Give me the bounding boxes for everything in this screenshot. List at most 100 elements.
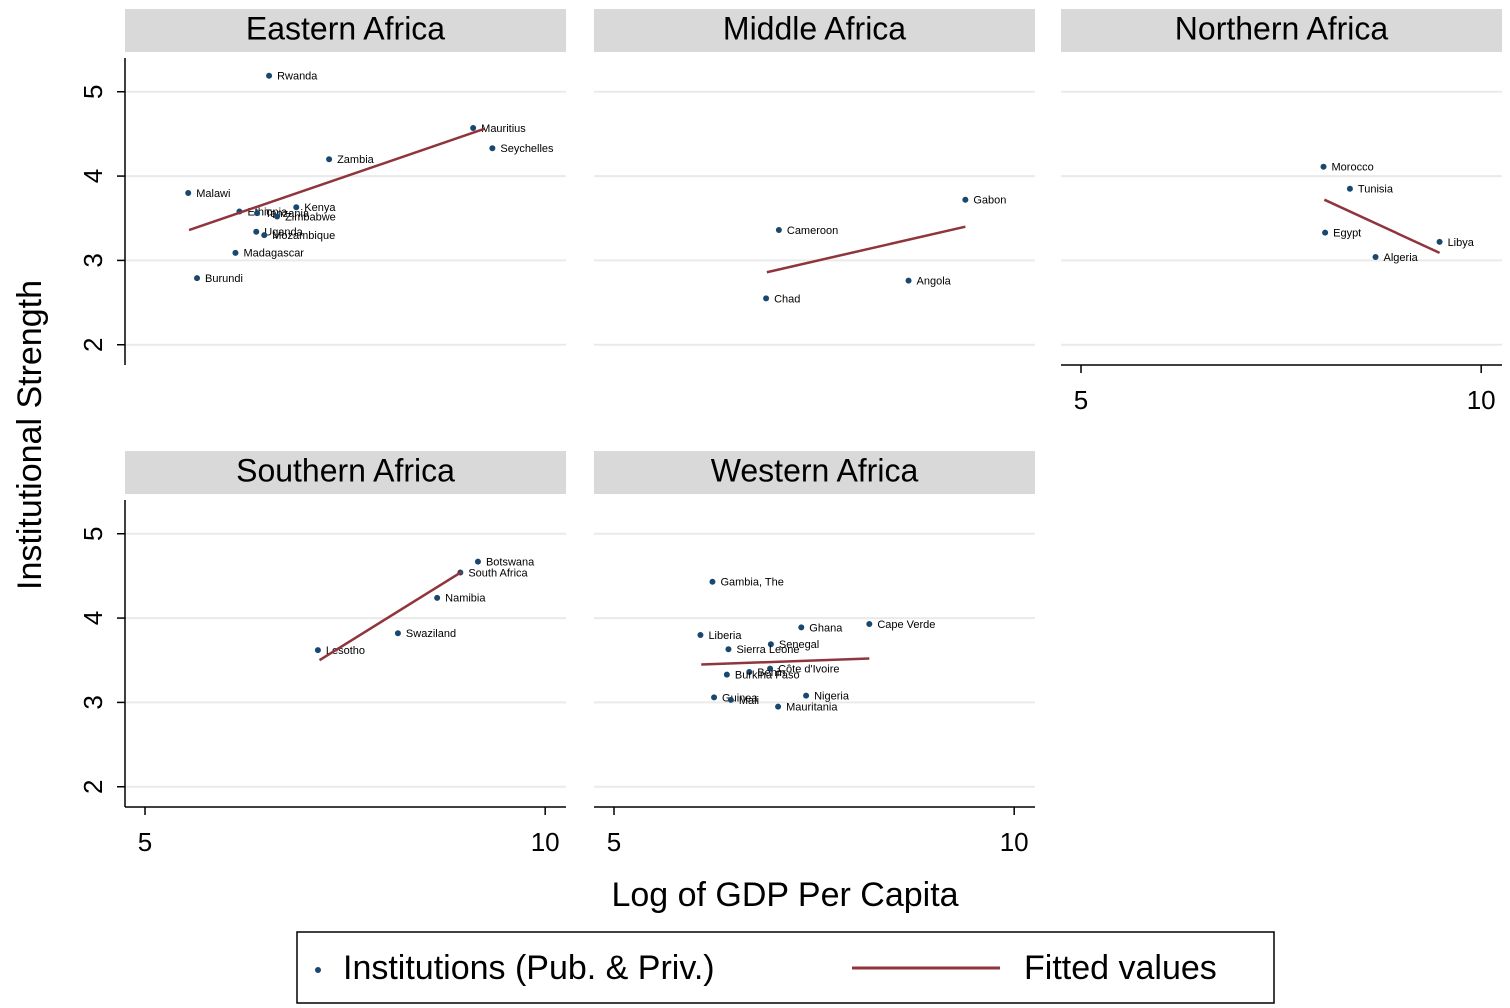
legend-label: Fitted values	[1024, 949, 1217, 987]
point	[866, 620, 873, 627]
point	[746, 669, 753, 676]
point-label: Benin	[757, 667, 785, 679]
y-axis-title: Institutional Strength	[11, 280, 49, 590]
point-label: Côte d'Ivoire	[778, 664, 839, 676]
point-label: Nigeria	[814, 691, 850, 703]
point	[274, 213, 281, 220]
point	[711, 694, 718, 701]
x-tick-label: 5	[607, 827, 621, 857]
point-label: Cape Verde	[877, 619, 935, 631]
point	[767, 641, 774, 648]
y-tick-label: 2	[78, 780, 108, 794]
point-label: Swaziland	[406, 628, 456, 640]
fit-line	[1323, 198, 1441, 254]
point	[254, 210, 261, 217]
point-label: Botswana	[486, 556, 535, 568]
facet-title: Western Africa	[711, 452, 919, 488]
point	[1320, 163, 1327, 170]
point	[767, 665, 774, 672]
point	[725, 646, 732, 653]
point-label: Burundi	[205, 273, 243, 285]
point-label: Liberia	[708, 630, 742, 642]
y-tick-label: 3	[78, 253, 108, 267]
y-tick-label: 5	[78, 527, 108, 541]
point	[232, 249, 239, 256]
point	[266, 72, 273, 79]
point-label: Libya	[1448, 237, 1475, 249]
point-label: Mauritius	[481, 123, 526, 135]
point-label: Mozambique	[272, 230, 335, 242]
point	[470, 125, 477, 132]
point	[326, 156, 333, 163]
fit-line	[318, 570, 463, 662]
point-label: South Africa	[468, 567, 528, 579]
facet-strip	[594, 451, 1035, 494]
point	[474, 558, 481, 565]
point	[185, 189, 192, 196]
point-label: Angola	[917, 276, 952, 288]
facet-strip	[125, 451, 566, 494]
point	[489, 145, 496, 152]
point-label: Gabon	[973, 195, 1006, 207]
point-label: Sierra Leone	[736, 644, 799, 656]
x-axis-title: Log of GDP Per Capita	[611, 876, 958, 914]
point-label: Rwanda	[277, 71, 318, 83]
point-label: Lesotho	[326, 645, 365, 657]
fit-line	[766, 225, 966, 274]
point	[194, 275, 201, 282]
point-label: Tunisia	[1358, 184, 1394, 196]
point	[905, 277, 912, 284]
point-label: Seychelles	[500, 143, 554, 155]
facet-strip	[125, 9, 566, 52]
point-label: Madagascar	[243, 248, 304, 260]
fit-line	[701, 657, 870, 666]
point-label: Egypt	[1333, 227, 1361, 239]
x-tick-label: 5	[138, 827, 152, 857]
point	[962, 196, 969, 203]
point	[261, 232, 268, 239]
point-label: Senegal	[779, 639, 819, 651]
legend-marker	[315, 967, 321, 973]
facet-title: Middle Africa	[723, 10, 906, 46]
point-label: Mali	[739, 695, 759, 707]
point-label: Algeria	[1384, 252, 1419, 264]
point	[727, 696, 734, 703]
point	[775, 227, 782, 234]
point-label: Uganda	[264, 227, 303, 239]
facet-strip	[1061, 9, 1502, 52]
point	[775, 703, 782, 710]
y-tick-label: 5	[78, 85, 108, 99]
point	[293, 204, 300, 211]
point	[314, 647, 321, 654]
x-tick-label: 10	[1000, 827, 1029, 857]
point	[697, 631, 704, 638]
fit-line	[188, 127, 485, 232]
y-tick-label: 2	[78, 338, 108, 352]
point	[434, 594, 441, 601]
point-label: Mauritania	[786, 702, 838, 714]
y-tick-label: 4	[78, 611, 108, 625]
x-tick-label: 10	[1467, 385, 1496, 415]
point	[1372, 254, 1379, 261]
point-label: Namibia	[445, 593, 486, 605]
y-tick-label: 4	[78, 169, 108, 183]
point	[803, 692, 810, 699]
legend-label: Institutions (Pub. & Priv.)	[343, 949, 715, 987]
x-tick-label: 5	[1074, 385, 1088, 415]
point-label: Morocco	[1332, 162, 1374, 174]
legend-box	[296, 931, 1275, 1004]
point-label: Gambia, The	[720, 577, 783, 589]
point-label: Malawi	[196, 188, 230, 200]
facet-title: Southern Africa	[236, 452, 455, 488]
facet-strip	[594, 9, 1035, 52]
point-label: Zambia	[337, 154, 375, 166]
point	[1322, 229, 1329, 236]
point-label: Burkina Faso	[735, 669, 800, 681]
point	[1436, 238, 1443, 245]
point-label: Chad	[774, 293, 800, 305]
point	[763, 295, 770, 302]
point-label: Cameroon	[787, 225, 838, 237]
y-tick-label: 3	[78, 695, 108, 709]
point	[709, 578, 716, 585]
